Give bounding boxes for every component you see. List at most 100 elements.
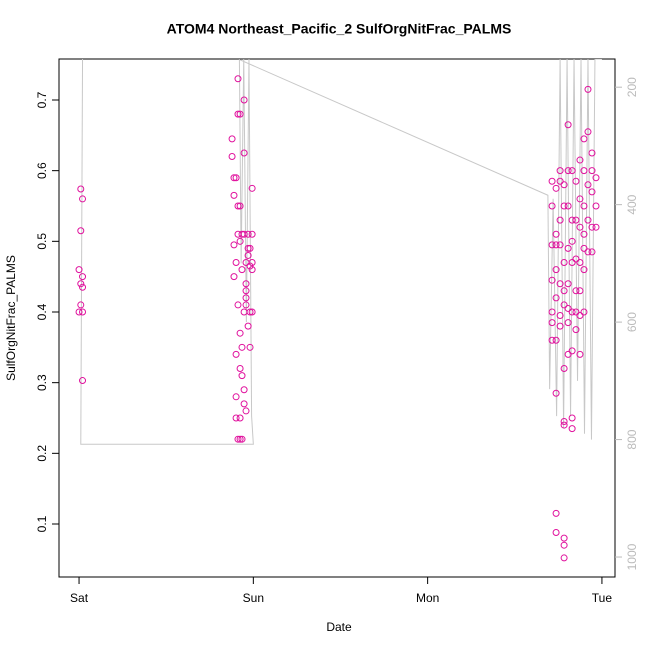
point — [244, 230, 252, 238]
point — [240, 149, 248, 157]
point — [560, 181, 568, 189]
point — [552, 266, 560, 274]
point — [230, 191, 238, 199]
point — [588, 223, 596, 231]
point — [77, 301, 85, 309]
point — [238, 266, 246, 274]
point — [234, 75, 242, 83]
point — [234, 202, 242, 210]
point — [592, 202, 600, 210]
point — [584, 216, 592, 224]
y2-tick-label: 600 — [625, 312, 639, 332]
point — [580, 202, 588, 210]
point — [588, 188, 596, 196]
point — [556, 322, 564, 330]
point — [568, 216, 576, 224]
point — [576, 287, 584, 295]
point — [548, 202, 556, 210]
point — [242, 301, 250, 309]
point — [584, 128, 592, 136]
point — [246, 308, 254, 316]
point — [572, 177, 580, 185]
point — [246, 262, 254, 270]
point — [588, 167, 596, 175]
point — [568, 167, 576, 175]
point — [232, 174, 240, 182]
point — [568, 237, 576, 245]
point — [236, 365, 244, 373]
point — [79, 273, 87, 281]
point — [77, 227, 85, 235]
point — [548, 308, 556, 316]
x-tick-label: Mon — [416, 591, 439, 605]
point — [232, 350, 240, 358]
point — [580, 308, 588, 316]
x-tick-label: Sat — [70, 591, 89, 605]
point — [240, 230, 248, 238]
point — [248, 230, 256, 238]
point — [248, 184, 256, 192]
point — [576, 195, 584, 203]
point — [572, 326, 580, 334]
point — [236, 202, 244, 210]
point — [560, 421, 568, 429]
point — [236, 435, 244, 443]
point — [584, 181, 592, 189]
point — [246, 343, 254, 351]
point — [560, 534, 568, 542]
point — [552, 294, 560, 302]
point — [588, 149, 596, 157]
point — [572, 308, 580, 316]
point — [248, 259, 256, 267]
point — [232, 414, 240, 422]
point — [560, 287, 568, 295]
point — [580, 244, 588, 252]
point — [230, 174, 238, 182]
point — [552, 336, 560, 344]
point — [576, 223, 584, 231]
y-tick-label: 0.4 — [35, 303, 49, 320]
point — [242, 287, 250, 295]
point — [580, 266, 588, 274]
y-tick-label: 0.2 — [35, 445, 49, 462]
point — [564, 280, 572, 288]
point — [248, 308, 256, 316]
x-axis-label: Date — [326, 620, 352, 634]
point — [242, 294, 250, 302]
point — [560, 554, 568, 562]
point — [236, 110, 244, 118]
plot-frame — [58, 58, 616, 578]
point — [552, 184, 560, 192]
point — [564, 319, 572, 327]
point — [230, 241, 238, 249]
point — [588, 248, 596, 256]
point — [564, 167, 572, 175]
point — [560, 259, 568, 267]
point — [560, 301, 568, 309]
point — [564, 202, 572, 210]
point — [230, 273, 238, 281]
point — [236, 329, 244, 337]
point — [79, 195, 87, 203]
point — [79, 283, 87, 291]
point — [242, 280, 250, 288]
point — [580, 230, 588, 238]
point — [552, 230, 560, 238]
point — [548, 276, 556, 284]
point — [552, 528, 560, 536]
point — [556, 216, 564, 224]
point — [234, 435, 242, 443]
point — [576, 259, 584, 267]
y2-tick-label: 400 — [625, 194, 639, 214]
point — [572, 216, 580, 224]
point — [552, 241, 560, 249]
point — [228, 135, 236, 143]
point — [232, 393, 240, 401]
point — [572, 255, 580, 263]
pressure-line — [80, 59, 602, 445]
point — [576, 350, 584, 358]
point — [568, 347, 576, 355]
y2-tick-label: 800 — [625, 429, 639, 449]
point — [592, 223, 600, 231]
point — [556, 312, 564, 320]
